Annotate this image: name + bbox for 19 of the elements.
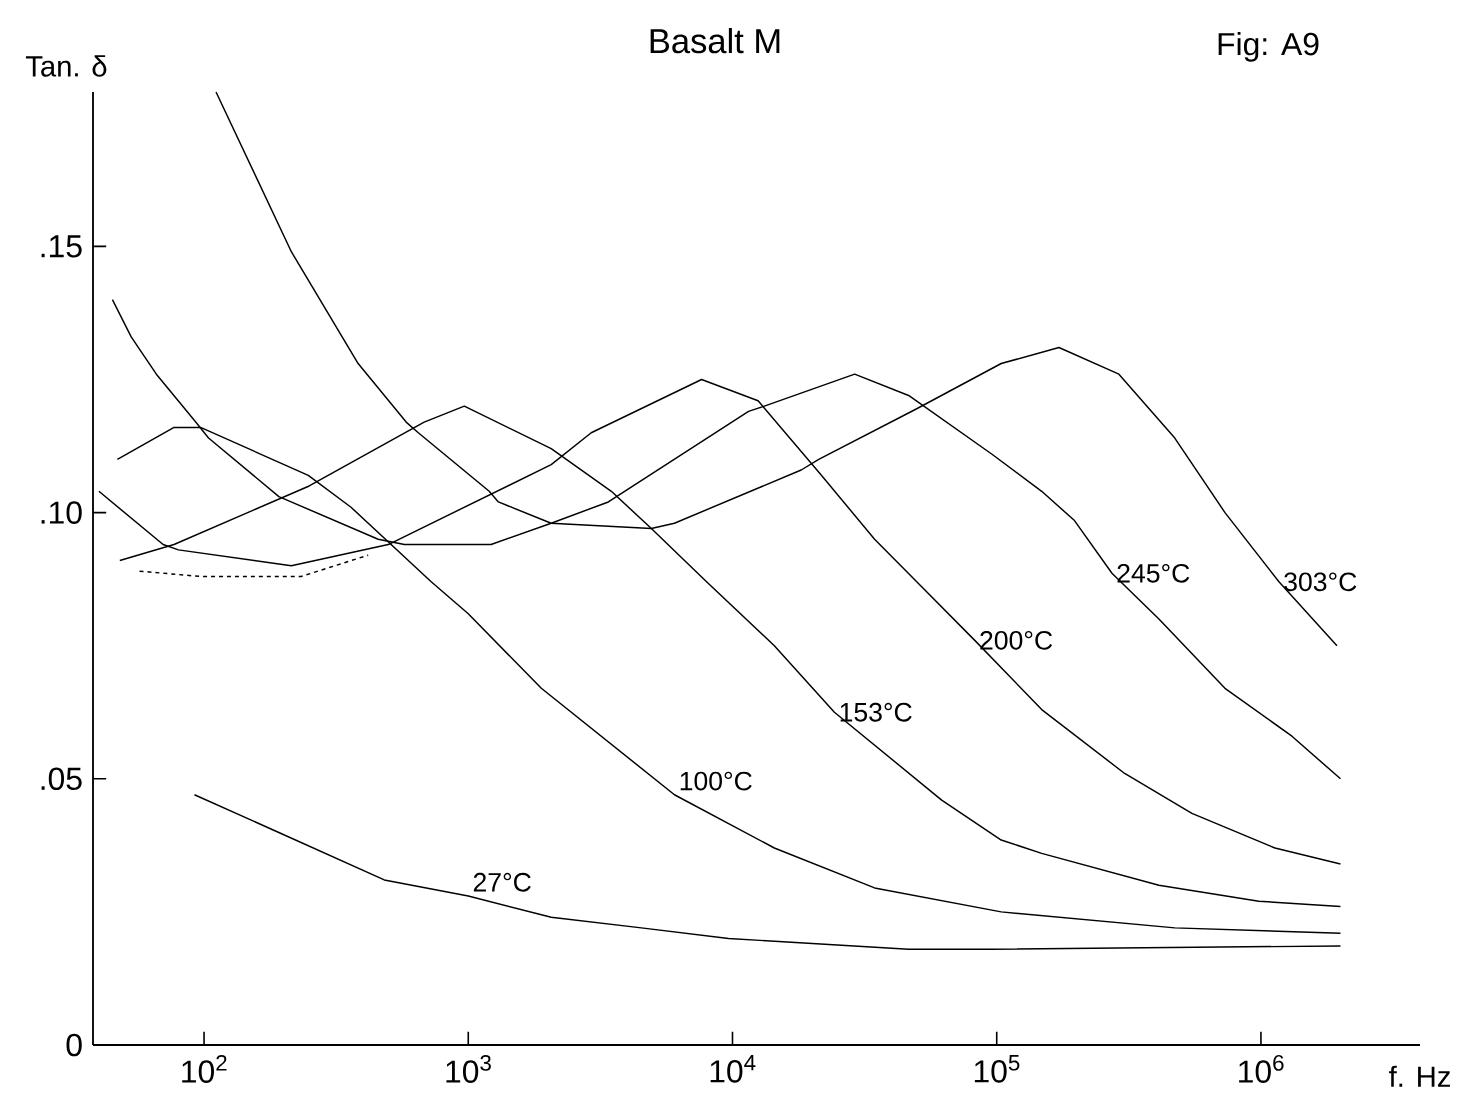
x-tick-label: 10$^{6}$ — [1239, 1055, 1284, 1083]
y-tick-label: .05 — [41, 767, 82, 791]
y-tick-label: .10 — [41, 501, 82, 524]
series-label: 27°C — [473, 872, 531, 892]
x-axis-title: f. Hz — [1389, 1065, 1450, 1087]
y-axis-title: Tan. δ — [25, 55, 107, 77]
series-label: 245°C — [1117, 563, 1190, 583]
y-tick-label: .15 — [41, 235, 82, 258]
chart-title: Basalt M — [650, 28, 780, 54]
series-label: 100°C — [680, 771, 752, 791]
x-tick-label: 10$^{5}$ — [974, 1055, 1020, 1083]
x-tick-label: 10$^{2}$ — [182, 1055, 227, 1083]
x-tick-label: 10$^{4}$ — [710, 1055, 756, 1083]
series-label: 153°C — [840, 702, 912, 722]
series-label: 303°C — [1284, 572, 1357, 592]
x-tick-label: 10$^{3}$ — [446, 1055, 491, 1083]
y-tick-label: 0 — [66, 1033, 82, 1057]
series-label: 200°C — [980, 630, 1053, 650]
text: Fig: A9 — [1218, 31, 1319, 62]
